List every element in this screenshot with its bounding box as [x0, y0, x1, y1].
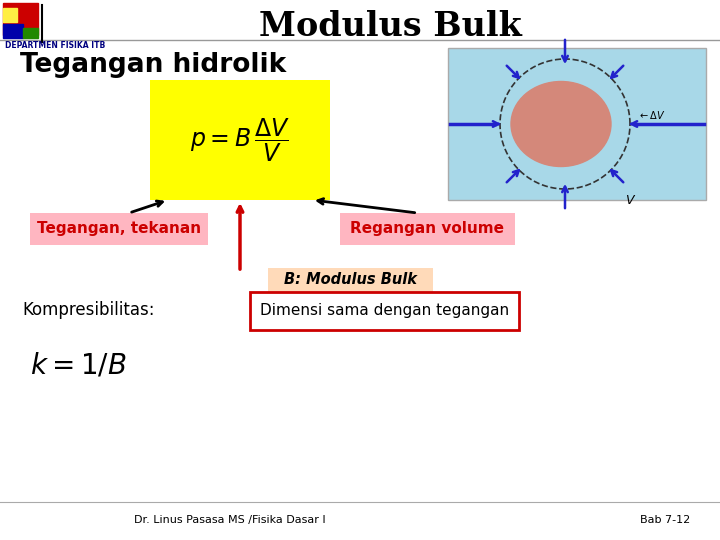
- Text: $k = 1/B$: $k = 1/B$: [30, 351, 127, 379]
- Text: B: Modulus Bulk: B: Modulus Bulk: [284, 273, 417, 287]
- Bar: [3, 8, 17, 22]
- FancyBboxPatch shape: [250, 292, 519, 330]
- Text: Bab 7-12: Bab 7-12: [640, 515, 690, 525]
- FancyBboxPatch shape: [150, 80, 330, 200]
- Text: Regangan volume: Regangan volume: [351, 221, 505, 237]
- Text: Dr. Linus Pasasa MS /Fisika Dasar I: Dr. Linus Pasasa MS /Fisika Dasar I: [134, 515, 326, 525]
- FancyBboxPatch shape: [30, 213, 208, 245]
- Bar: [3, 3, 38, 35]
- Text: $V$: $V$: [625, 194, 636, 207]
- Text: Tegangan hidrolik: Tegangan hidrolik: [20, 52, 287, 78]
- Bar: [448, 48, 706, 200]
- Text: $p = B\,\dfrac{\Delta V}{V}$: $p = B\,\dfrac{\Delta V}{V}$: [190, 116, 290, 164]
- Bar: [3, 24, 23, 38]
- Bar: [23, 28, 38, 38]
- Text: $\leftarrow\Delta V$: $\leftarrow\Delta V$: [638, 109, 666, 121]
- Text: DEPARTMEN FISIKA ITB: DEPARTMEN FISIKA ITB: [5, 41, 105, 50]
- Text: Tegangan, tekanan: Tegangan, tekanan: [37, 221, 201, 237]
- Ellipse shape: [511, 82, 611, 166]
- FancyBboxPatch shape: [268, 268, 433, 292]
- FancyBboxPatch shape: [340, 213, 515, 245]
- Text: Kompresibilitas:: Kompresibilitas:: [22, 301, 155, 319]
- Text: Modulus Bulk: Modulus Bulk: [258, 10, 521, 43]
- Text: Dimensi sama dengan tegangan: Dimensi sama dengan tegangan: [260, 303, 509, 319]
